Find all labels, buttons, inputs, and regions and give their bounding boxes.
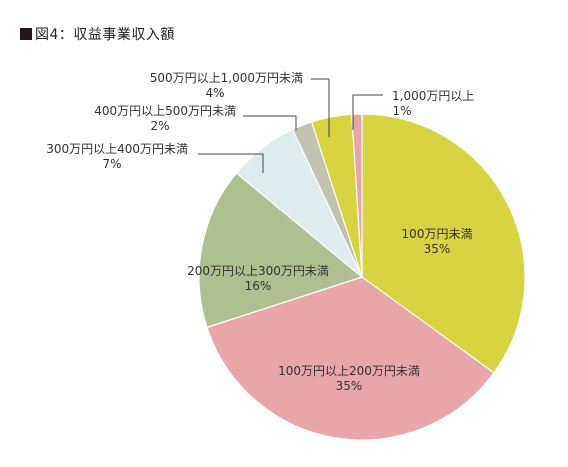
slice-percent-label: 35% (336, 379, 363, 393)
slice-label: 1,000万円以上 (392, 89, 474, 103)
pie-slice (351, 113, 363, 278)
leader-line (243, 115, 297, 130)
leader-line (198, 153, 264, 173)
pie-slice (361, 113, 526, 374)
title-square-icon (20, 28, 32, 40)
slice-percent-label: 35% (424, 242, 451, 256)
leader-line (352, 94, 383, 130)
leader-line (311, 78, 330, 137)
slice-percent-label: 4% (205, 86, 224, 100)
pie-slice (198, 172, 364, 329)
chart-title: 図4：収益事業収入額 (20, 24, 175, 44)
pie-slice (206, 276, 495, 441)
slice-label: 300万円以上400万円未満 (46, 142, 188, 156)
slice-label: 500万円以上1,000万円未満 (150, 71, 303, 85)
slice-label: 100万円未満 (402, 227, 473, 241)
slice-percent-label: 1% (392, 104, 411, 118)
slice-label: 200万円以上300万円未満 (187, 264, 329, 278)
slice-percent-label: 7% (102, 157, 121, 171)
slice-percent-label: 16% (245, 279, 272, 293)
slice-label: 400万円以上500万円未満 (94, 104, 236, 118)
slice-label: 100万円以上200万円未満 (278, 364, 420, 378)
slice-percent-label: 2% (150, 119, 169, 133)
chart-title-text: 図4：収益事業収入額 (35, 27, 175, 43)
pie-slices (198, 113, 526, 441)
